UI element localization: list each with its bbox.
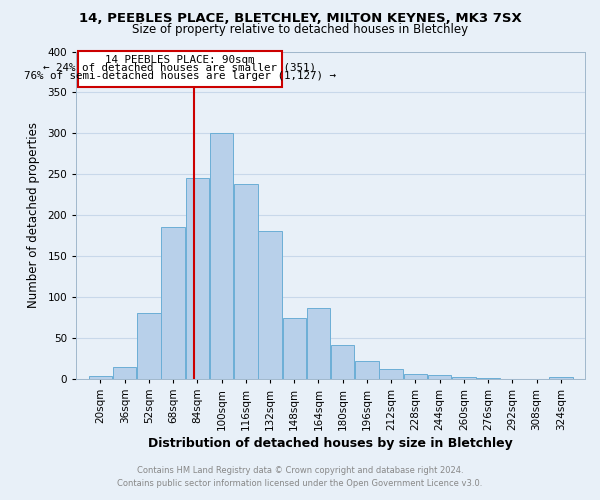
Bar — [258, 231, 282, 379]
Text: 14, PEEBLES PLACE, BLETCHLEY, MILTON KEYNES, MK3 7SX: 14, PEEBLES PLACE, BLETCHLEY, MILTON KEY… — [79, 12, 521, 26]
Bar — [476, 378, 500, 379]
Bar — [452, 378, 476, 379]
Bar — [404, 374, 427, 379]
Bar — [185, 178, 209, 379]
Bar — [379, 369, 403, 379]
Bar — [89, 376, 112, 379]
Text: 14 PEEBLES PLACE: 90sqm: 14 PEEBLES PLACE: 90sqm — [105, 55, 254, 65]
Bar — [78, 52, 282, 86]
Bar — [549, 378, 572, 379]
Bar — [234, 184, 257, 379]
Text: Size of property relative to detached houses in Bletchley: Size of property relative to detached ho… — [132, 22, 468, 36]
Bar — [307, 308, 330, 379]
Text: Contains HM Land Registry data © Crown copyright and database right 2024.
Contai: Contains HM Land Registry data © Crown c… — [118, 466, 482, 487]
Bar — [355, 361, 379, 379]
Text: ← 24% of detached houses are smaller (351): ← 24% of detached houses are smaller (35… — [43, 63, 316, 73]
Bar — [283, 318, 306, 379]
Bar — [161, 226, 185, 379]
Bar — [428, 375, 451, 379]
Y-axis label: Number of detached properties: Number of detached properties — [28, 122, 40, 308]
Text: 76% of semi-detached houses are larger (1,127) →: 76% of semi-detached houses are larger (… — [24, 71, 336, 81]
X-axis label: Distribution of detached houses by size in Bletchley: Distribution of detached houses by size … — [148, 437, 513, 450]
Bar — [331, 344, 355, 379]
Bar — [113, 368, 136, 379]
Bar — [210, 134, 233, 379]
Bar — [137, 312, 161, 379]
